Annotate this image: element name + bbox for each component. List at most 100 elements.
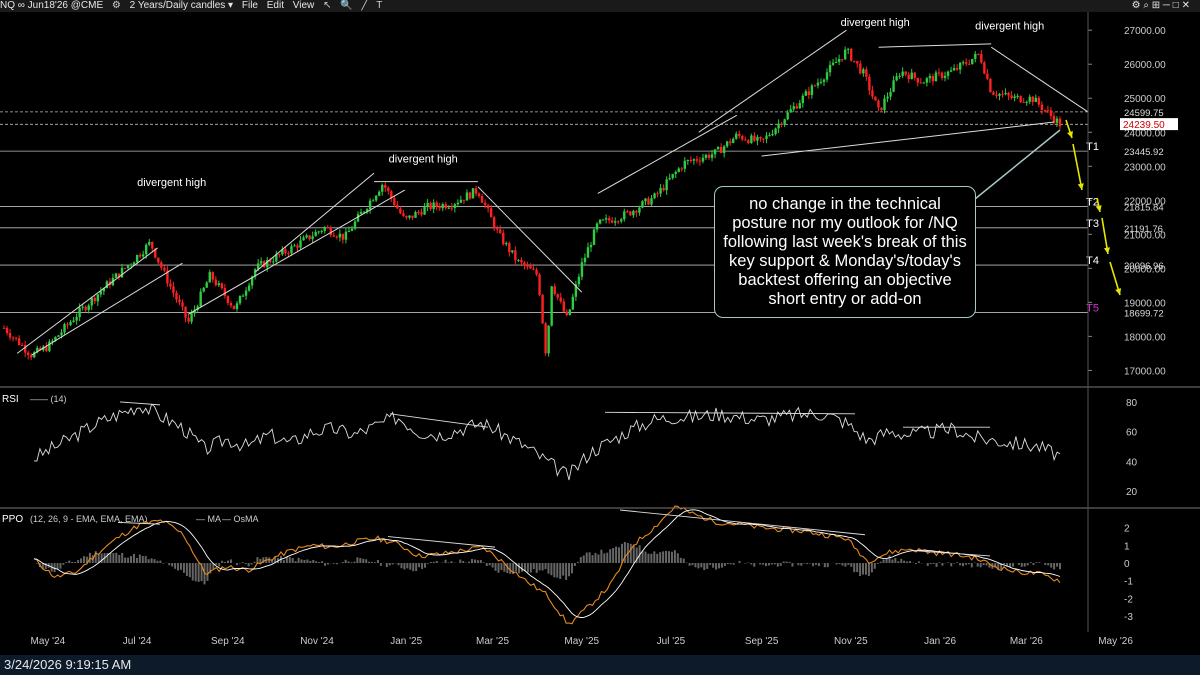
candle-body	[565, 311, 568, 316]
osma-bar	[391, 563, 394, 565]
osma-bar	[497, 563, 500, 573]
candle-body	[701, 157, 705, 162]
ppo-label: PPO	[2, 514, 23, 525]
rsi-divergence-line	[389, 413, 489, 428]
trendline	[761, 121, 1055, 157]
osma-bar	[994, 563, 997, 568]
menu-edit[interactable]: Edit	[266, 0, 284, 11]
candle-body	[895, 76, 898, 81]
window-controls[interactable]: ⚙ ⌕ ⊞ ─ □ ✕	[1131, 0, 1190, 11]
candle-body	[244, 290, 248, 296]
osma-bar	[791, 563, 794, 567]
chart-area: 17000.00 18000.00 19000.00 20000.00 21000.00…	[0, 12, 1200, 647]
osma-bar	[650, 553, 653, 564]
symbol-label[interactable]: NQ ∞ Jun18'26 @CME	[0, 0, 104, 11]
level-label: 24599.75	[1124, 108, 1164, 119]
candle-body	[365, 209, 369, 212]
osma-bar	[171, 563, 174, 567]
candle-body	[886, 96, 889, 99]
candle-body	[138, 254, 142, 257]
candle-body	[689, 160, 693, 162]
candle-body	[447, 207, 450, 209]
osma-bar	[553, 563, 556, 578]
candle-body	[444, 204, 447, 209]
candle-body	[804, 91, 808, 96]
target-arrow	[1072, 143, 1083, 191]
osma-bar	[997, 563, 1000, 570]
osma-bar	[814, 563, 817, 565]
candle-body	[928, 76, 932, 79]
candle-body	[698, 160, 702, 162]
candle-body	[275, 254, 278, 262]
candle-body	[598, 219, 602, 224]
candle-body	[792, 106, 795, 110]
osma-bar	[609, 549, 612, 564]
candle-body	[129, 264, 133, 266]
candle-body	[604, 218, 608, 220]
candle-body	[747, 140, 750, 144]
candle-body	[601, 219, 605, 221]
ppo-tick-label: 1	[1124, 541, 1130, 552]
osma-bar	[956, 562, 959, 564]
target-label: T5	[1086, 303, 1099, 315]
osma-bar	[853, 563, 856, 573]
candle-body	[450, 207, 454, 209]
menu-view[interactable]: View	[292, 0, 315, 11]
candle-body	[299, 240, 302, 248]
gear-icon[interactable]: ⚙	[111, 0, 121, 11]
candle-body	[865, 69, 868, 77]
osma-bar	[124, 557, 127, 564]
candle-body	[341, 233, 345, 240]
osma-bar	[77, 560, 80, 564]
ppo-legend-osma: — OsMA	[222, 514, 259, 524]
zoom-icon[interactable]: 🔍	[340, 0, 353, 11]
osma-bar	[594, 552, 597, 564]
osma-bar	[1050, 563, 1053, 568]
candle-body	[411, 215, 414, 218]
draw-line-icon[interactable]: ╱	[361, 0, 368, 11]
candle-body	[974, 53, 977, 59]
trendline	[31, 262, 183, 356]
candle-body	[937, 72, 941, 74]
candle-body	[462, 199, 466, 201]
x-tick-label: Jan '25	[390, 636, 422, 647]
candle-body	[1040, 104, 1044, 110]
osma-bar	[80, 558, 83, 564]
osma-bar	[509, 563, 512, 574]
osma-bar	[318, 562, 321, 564]
osma-bar	[479, 559, 482, 564]
osma-bar	[1029, 562, 1032, 564]
osma-bar	[776, 563, 779, 567]
candle-body	[314, 231, 317, 237]
osma-bar	[179, 563, 182, 570]
candle-body	[1058, 118, 1062, 127]
osma-bar	[1011, 563, 1014, 567]
osma-bar	[59, 563, 62, 569]
candle-body	[671, 173, 674, 179]
candle-body	[1055, 118, 1059, 123]
candle-body	[135, 254, 139, 263]
candle-body	[141, 254, 145, 257]
candle-body	[120, 267, 124, 278]
divergent-high-label: divergent high	[137, 177, 206, 189]
text-icon[interactable]: T	[376, 0, 383, 11]
timeframe-dropdown[interactable]: 2 Years/Daily candles ▾	[129, 0, 234, 11]
osma-bar	[244, 563, 247, 565]
candle-body	[362, 211, 366, 213]
candle-body	[371, 200, 375, 202]
candle-body	[408, 215, 411, 218]
osma-bar	[1053, 563, 1056, 570]
candle-body	[14, 337, 18, 339]
osma-bar	[185, 563, 188, 577]
osma-bar	[670, 551, 673, 564]
candle-body	[986, 73, 989, 79]
osma-bar	[988, 563, 991, 568]
osma-bar	[979, 563, 982, 568]
candle-body	[686, 160, 690, 162]
price-tick-label: 23000.00	[1124, 162, 1166, 173]
candle-body	[5, 327, 9, 334]
candle-body	[30, 354, 33, 358]
menu-file[interactable]: File	[241, 0, 258, 11]
cursor-icon[interactable]: ↖	[323, 0, 332, 11]
candle-body	[374, 195, 378, 201]
